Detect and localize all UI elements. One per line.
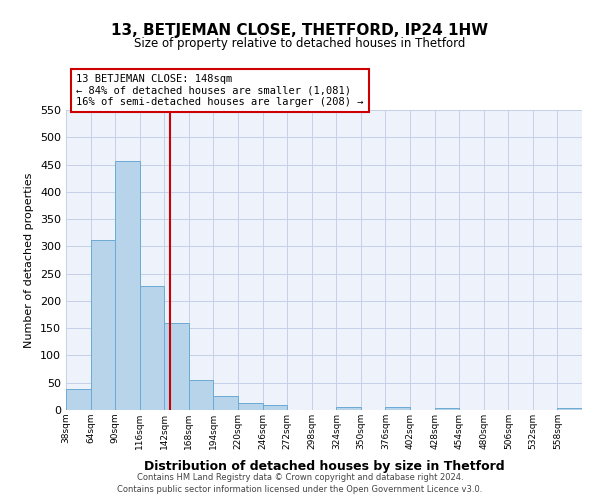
Bar	[557, 408, 582, 410]
Bar	[434, 408, 459, 410]
Bar	[385, 408, 410, 410]
Bar	[336, 408, 361, 410]
Bar	[189, 380, 214, 410]
X-axis label: Distribution of detached houses by size in Thetford: Distribution of detached houses by size …	[143, 460, 505, 473]
Bar	[66, 390, 91, 410]
Text: 13, BETJEMAN CLOSE, THETFORD, IP24 1HW: 13, BETJEMAN CLOSE, THETFORD, IP24 1HW	[112, 22, 488, 38]
Bar	[91, 240, 115, 410]
Bar	[140, 286, 164, 410]
Text: Size of property relative to detached houses in Thetford: Size of property relative to detached ho…	[134, 38, 466, 51]
Bar	[263, 404, 287, 410]
Text: 13 BETJEMAN CLOSE: 148sqm
← 84% of detached houses are smaller (1,081)
16% of se: 13 BETJEMAN CLOSE: 148sqm ← 84% of detac…	[76, 74, 364, 107]
Text: Contains HM Land Registry data © Crown copyright and database right 2024.: Contains HM Land Registry data © Crown c…	[137, 473, 463, 482]
Text: Contains public sector information licensed under the Open Government Licence v3: Contains public sector information licen…	[118, 486, 482, 494]
Bar	[115, 160, 140, 410]
Y-axis label: Number of detached properties: Number of detached properties	[25, 172, 34, 348]
Bar	[164, 322, 189, 410]
Bar	[214, 396, 238, 410]
Bar	[238, 404, 263, 410]
